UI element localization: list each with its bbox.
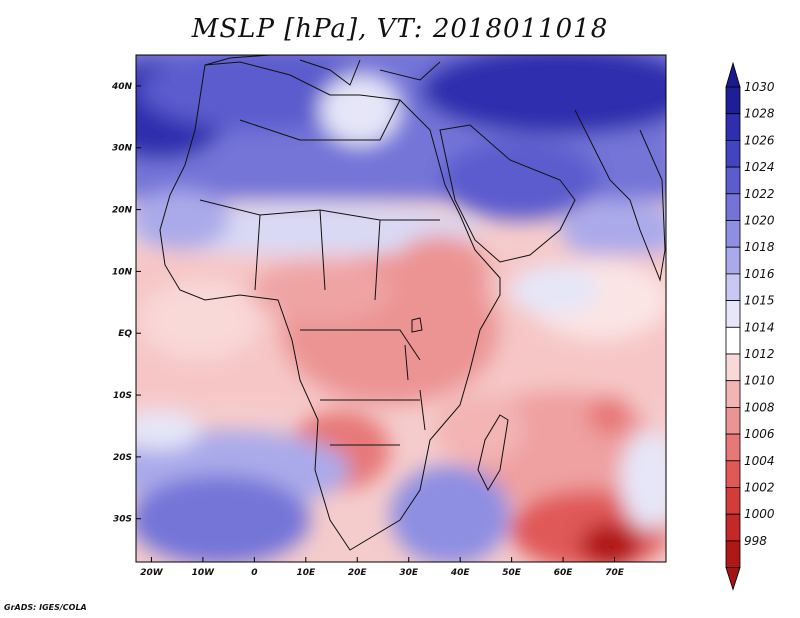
footer-credit: GrADS: IGES/COLA — [4, 603, 87, 612]
colorbar-swatch — [725, 273, 741, 301]
colorbar-swatch — [725, 406, 741, 435]
x-tick-label: 0 — [251, 568, 257, 578]
y-tick-label: 20N — [112, 206, 133, 216]
x-tick-label: 20E — [348, 568, 368, 578]
y-tick-label: 30N — [112, 144, 133, 154]
colorbar-label: 1016 — [744, 267, 775, 281]
colorbar-swatch — [725, 460, 741, 488]
colorbar-swatch — [725, 433, 741, 462]
colorbar-label: 1010 — [744, 374, 775, 388]
map-title: MSLP [hPa], VT: 2018011018 — [191, 14, 609, 44]
colorbar-label: 1030 — [744, 80, 775, 94]
colorbar-swatch — [725, 246, 741, 275]
y-tick-label: 30S — [113, 515, 132, 525]
colorbar-label: 998 — [744, 534, 767, 548]
colorbar-swatch — [725, 220, 741, 248]
pressure-field — [136, 55, 666, 562]
colorbar-label: 1015 — [744, 294, 775, 308]
colorbar-swatch — [725, 86, 741, 115]
colorbar-swatch — [725, 540, 741, 569]
x-tick-label: 60E — [554, 568, 574, 578]
y-tick-label: 10N — [112, 267, 133, 277]
x-tick-label: 10E — [296, 568, 316, 578]
y-tick-label: 10S — [113, 391, 132, 401]
colorbar-top-arrow — [725, 61, 741, 88]
x-axis: 20W 10W 0 10E 20E 30E 40E 50E 60E 70E — [140, 557, 625, 578]
colorbar-swatch — [725, 193, 741, 221]
colorbar-label: 1000 — [744, 507, 775, 521]
colorbar-swatch — [725, 353, 741, 382]
colorbar-label: 1018 — [744, 240, 775, 254]
colorbar-label: 1008 — [744, 400, 775, 414]
x-tick-label: 50E — [502, 568, 522, 578]
coastlines — [159, 55, 666, 551]
colorbar-label: 1014 — [744, 320, 775, 334]
colorbar-swatch — [725, 380, 741, 408]
x-tick-label: 30E — [399, 568, 419, 578]
colorbar-swatch — [725, 513, 741, 542]
colorbar-label: 1002 — [744, 481, 775, 495]
colorbar-swatch — [725, 139, 741, 168]
colorbar-bottom-arrow — [725, 567, 741, 591]
y-tick-label: 20S — [113, 453, 132, 463]
y-tick-label: 40N — [111, 82, 133, 92]
colorbar-label: 1022 — [744, 187, 775, 201]
colorbar-swatch — [725, 300, 741, 328]
x-tick-label: 20W — [140, 568, 164, 578]
colorbar-swatch — [725, 326, 741, 355]
colorbar-swatch — [725, 113, 741, 141]
colorbar-label: 1006 — [744, 427, 775, 441]
colorbar-swatch — [725, 487, 741, 515]
colorbar-label: 1012 — [744, 347, 775, 361]
y-axis: 40N 30N 20N 10N EQ 10S 20S 30S — [111, 82, 141, 525]
colorbar: 1030 1028 1026 1024 1022 1020 1018 1016 1015 1014… — [725, 61, 775, 591]
plot-frame — [135, 54, 667, 563]
colorbar-swatch — [725, 166, 741, 195]
colorbar-label: 1020 — [744, 214, 775, 228]
colorbar-label: 1026 — [744, 133, 775, 147]
x-tick-label: 10W — [192, 568, 216, 578]
x-tick-label: 70E — [605, 568, 625, 578]
colorbar-label: 1024 — [744, 160, 775, 174]
y-tick-label: EQ — [118, 329, 132, 339]
colorbar-label: 1028 — [744, 107, 775, 121]
colorbar-label: 1004 — [744, 454, 775, 468]
x-tick-label: 40E — [450, 568, 471, 578]
